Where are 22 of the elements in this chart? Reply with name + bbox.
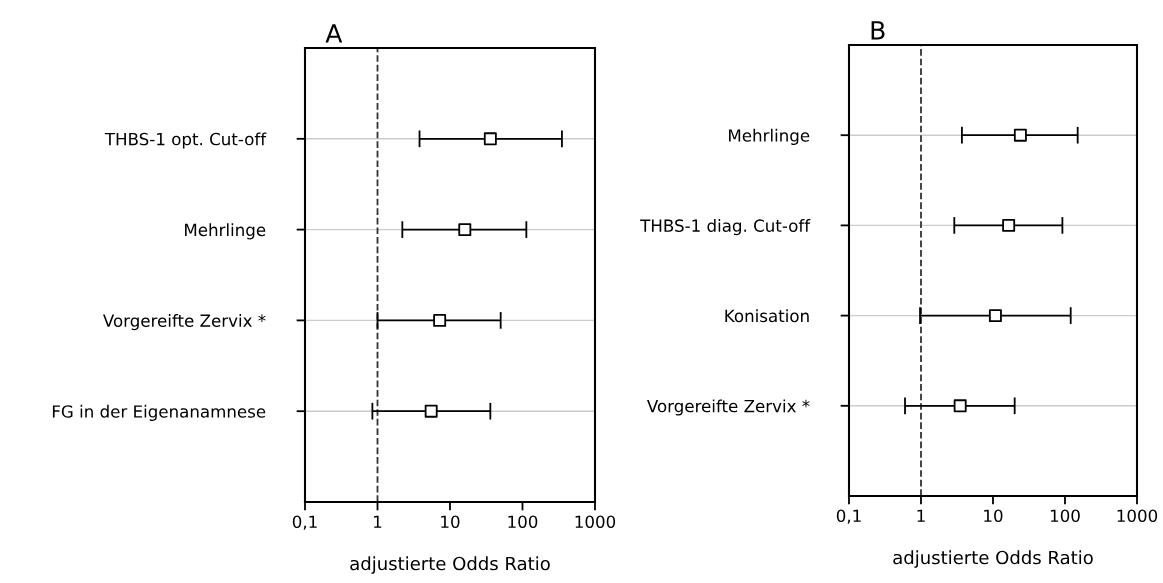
y-tick-label: THBS-1 diag. Cut-off	[640, 219, 811, 236]
y-tick-label: Vorgereifte Zervix *	[103, 314, 266, 331]
x-tick-label: 0,1	[292, 515, 317, 530]
x-tick-label: 10	[984, 509, 1003, 523]
chart-title: A	[325, 24, 343, 43]
y-tick-label: Konisation	[725, 309, 809, 323]
x-tick-label: 1	[374, 515, 382, 528]
y-tick-label: Mehrlinge	[185, 223, 266, 240]
x-tick-label: 100	[508, 515, 538, 529]
x-tick-label: 1	[917, 509, 925, 522]
x-tick-label: 1000	[1117, 509, 1158, 523]
x-tick-label: 100	[1050, 509, 1080, 523]
chart-title: B	[871, 21, 885, 40]
x-axis-title: adjustierte Odds Ratio	[350, 556, 550, 574]
y-tick-label: Mehrlinge	[729, 128, 810, 145]
x-axis-title: adjustierte Odds Ratio	[893, 550, 1093, 568]
y-tick-label: Vorgereifte Zervix *	[647, 399, 810, 416]
y-tick-label: THBS-1 opt. Cut-off	[104, 132, 267, 149]
x-tick-label: 1000	[575, 515, 616, 529]
y-tick-label: FG in der Eigenanamnese	[52, 404, 266, 421]
x-tick-label: 10	[441, 515, 460, 529]
x-tick-label: 0,1	[836, 509, 861, 524]
